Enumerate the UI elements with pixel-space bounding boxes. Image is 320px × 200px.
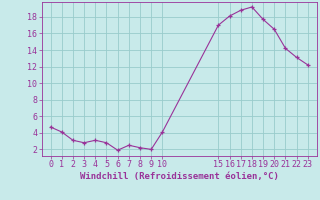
X-axis label: Windchill (Refroidissement éolien,°C): Windchill (Refroidissement éolien,°C) [80,172,279,181]
